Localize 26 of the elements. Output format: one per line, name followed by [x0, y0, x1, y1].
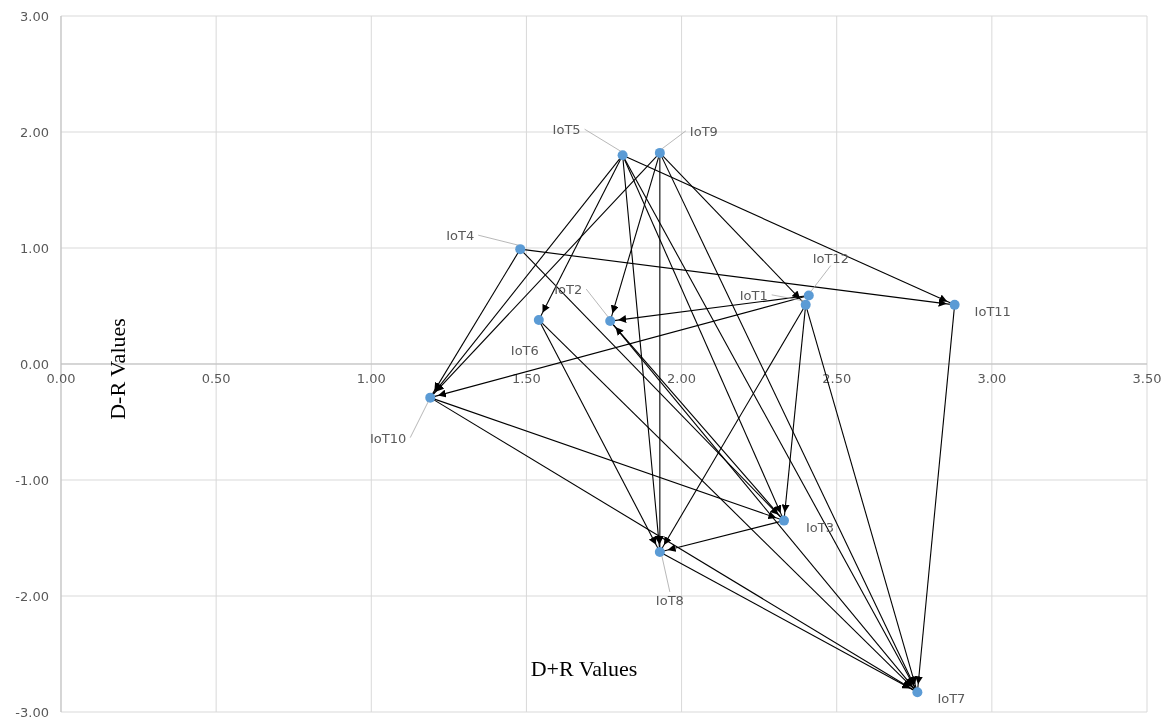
- y-tick-label: 0.00: [20, 357, 49, 372]
- x-tick-label: 3.50: [1132, 371, 1162, 386]
- y-tick-label: -3.00: [15, 705, 49, 720]
- x-tick-label: 0.50: [201, 371, 231, 386]
- annotation: IoT4: [446, 228, 475, 244]
- annotation: IoT8: [655, 592, 684, 608]
- y-tick-label: 2.00: [20, 125, 49, 140]
- annotation: IoT10: [369, 430, 407, 446]
- x-tick-label: 3.00: [977, 371, 1007, 386]
- y-tick-label: 1.00: [20, 241, 49, 256]
- x-tick-label: 1.50: [511, 371, 541, 386]
- annotation: IoT11: [974, 303, 1011, 319]
- annotation: IoT1: [739, 287, 768, 303]
- annotation: IoT6: [510, 342, 539, 358]
- annotation: IoT12: [812, 250, 849, 266]
- y-axis-title: D-R Values: [105, 318, 130, 420]
- x-axis-title: D+R Values: [530, 656, 638, 681]
- y-tick-label: -2.00: [15, 589, 49, 604]
- x-tick-label: 2.00: [667, 371, 697, 386]
- annotation: IoT9: [689, 123, 718, 139]
- y-tick-label: 3.00: [20, 9, 49, 24]
- x-tick-label: 1.00: [356, 371, 386, 386]
- x-tick-label: 0.00: [46, 371, 76, 386]
- y-tick-label: -1.00: [15, 473, 49, 488]
- annotation: IoT7: [937, 691, 966, 707]
- annotation: IoT5: [552, 122, 581, 138]
